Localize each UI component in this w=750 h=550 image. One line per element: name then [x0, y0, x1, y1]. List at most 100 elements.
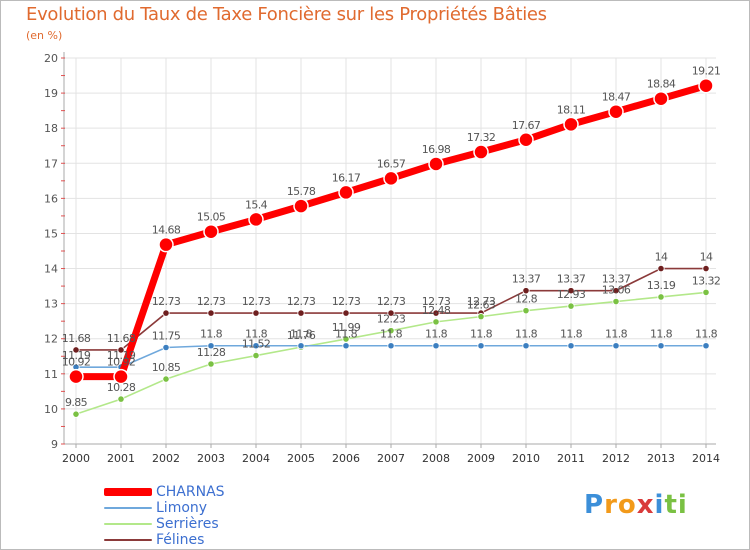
data-label-charnas: 16.17 [332, 171, 361, 184]
data-label-flines: 13.37 [512, 273, 541, 286]
data-label-charnas: 18.47 [602, 91, 631, 104]
y-tick-label: 17 [44, 157, 58, 170]
data-label-limony: 11.8 [470, 328, 493, 341]
data-point-charnas [68, 368, 84, 385]
data-label-limony: 11.8 [425, 328, 448, 341]
data-point-limony [252, 342, 260, 350]
data-label-charnas: 18.84 [647, 78, 676, 91]
legend-label-limony: Limony [156, 500, 208, 516]
data-label-flines: 13.37 [602, 273, 631, 286]
data-point-charnas [563, 116, 579, 133]
data-point-limony [522, 342, 530, 350]
data-point-charnas [203, 223, 219, 240]
data-label-serrires: 12.63 [467, 299, 496, 312]
data-point-limony [342, 342, 350, 350]
data-point-charnas [608, 103, 624, 120]
data-label-flines: 11.68 [62, 332, 91, 345]
data-label-limony: 11.8 [200, 328, 223, 341]
data-point-charnas [428, 156, 444, 172]
y-tick-label: 19 [44, 87, 58, 100]
data-point-flines [522, 287, 530, 295]
data-label-charnas: 16.57 [377, 157, 406, 170]
legend-swatch-felines [104, 539, 152, 541]
data-label-flines: 13.37 [557, 273, 586, 286]
data-point-limony [432, 342, 440, 350]
data-label-serrires: 13.19 [647, 279, 676, 292]
x-tick-label: 2013 [647, 452, 675, 465]
data-point-charnas [248, 211, 264, 228]
proxiti-logo: Proxiti [584, 490, 688, 520]
data-point-flines [297, 309, 305, 317]
data-point-charnas [698, 77, 714, 94]
legend-swatch-serrieres [104, 523, 152, 525]
logo-letter: i [677, 490, 688, 520]
legend-swatch-limony [104, 507, 152, 509]
data-label-serrires: 11.76 [287, 329, 316, 342]
data-point-serrires [567, 302, 575, 310]
data-point-serrires [207, 360, 215, 368]
data-label-charnas: 16.98 [422, 143, 451, 156]
x-tick-label: 2009 [467, 452, 495, 465]
data-label-serrires: 12.48 [422, 304, 451, 317]
data-label-limony: 11.8 [605, 328, 628, 341]
data-label-flines: 12.73 [152, 295, 181, 308]
data-label-serrires: 11.28 [197, 346, 226, 359]
data-label-serrires: 10.28 [107, 381, 136, 394]
data-label-serrires: 13.06 [602, 284, 631, 297]
data-point-limony [657, 342, 665, 350]
data-point-limony [477, 342, 485, 350]
data-label-serrires: 11.99 [332, 321, 361, 334]
data-label-serrires: 12.93 [557, 288, 586, 301]
data-point-charnas [383, 170, 399, 187]
x-tick-label: 2004 [242, 452, 270, 465]
y-tick-label: 13 [44, 298, 58, 311]
y-tick-label: 20 [44, 52, 58, 65]
data-label-serrires: 11.52 [242, 338, 271, 351]
plot-area [64, 58, 716, 444]
data-point-limony [612, 342, 620, 350]
chart-title: Evolution du Taux de Taxe Foncière sur l… [26, 4, 547, 25]
logo-letter: r [604, 490, 618, 520]
x-tick-label: 2011 [557, 452, 585, 465]
data-point-limony [162, 343, 170, 352]
x-tick-label: 2005 [287, 452, 315, 465]
x-tick-label: 2003 [197, 452, 225, 465]
data-label-limony: 11.19 [62, 349, 91, 362]
data-label-limony: 11.8 [245, 328, 268, 341]
data-point-serrires [387, 327, 395, 335]
y-unit-label: (en %) [26, 29, 63, 42]
data-label-limony: 11.8 [650, 328, 673, 341]
data-point-limony [567, 342, 575, 350]
data-point-serrires [162, 375, 170, 383]
data-point-charnas [338, 184, 354, 201]
data-point-serrires [522, 307, 530, 315]
logo-letter: o [617, 490, 637, 520]
x-tick-label: 2006 [332, 452, 360, 465]
x-tick-label: 2014 [692, 452, 720, 465]
data-label-charnas: 14.68 [152, 224, 181, 237]
data-label-flines: 12.73 [242, 295, 271, 308]
data-label-charnas: 18.11 [557, 103, 586, 116]
data-label-serrires: 12.8 [515, 293, 538, 306]
data-point-serrires [702, 288, 710, 297]
data-point-flines [117, 346, 125, 354]
legend-label-serrieres: Serrières [156, 516, 219, 532]
data-point-flines [702, 264, 710, 273]
data-label-charnas: 17.32 [467, 131, 496, 144]
data-point-charnas [473, 144, 489, 160]
data-point-serrires [477, 313, 485, 321]
data-label-limony: 11.8 [290, 328, 313, 341]
data-point-serrires [657, 293, 665, 301]
y-tick-label: 14 [44, 263, 58, 276]
data-label-limony: 11.19 [107, 349, 136, 362]
x-tick-label: 2001 [107, 452, 135, 465]
logo-letter: P [584, 490, 605, 520]
data-point-flines [207, 309, 215, 317]
data-point-serrires [252, 351, 260, 360]
x-tick-label: 2007 [377, 452, 405, 465]
data-point-flines [387, 309, 395, 317]
data-label-limony: 11.8 [515, 328, 538, 341]
data-point-flines [432, 309, 440, 317]
data-label-flines: 12.73 [197, 295, 226, 308]
